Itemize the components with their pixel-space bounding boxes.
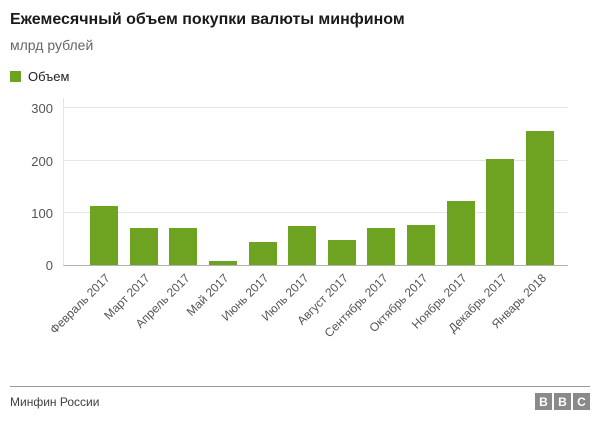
bar[interactable]: [288, 226, 317, 265]
legend-label: Объем: [28, 69, 70, 84]
x-axis-labels: Февраль 2017 Март 2017 Апрель 2017 Май 2017…: [47, 266, 568, 360]
legend-swatch-icon: [10, 71, 21, 82]
y-axis-tick-label: 0: [45, 258, 53, 273]
plot-area: [63, 98, 568, 266]
bar[interactable]: [208, 260, 237, 265]
bbc-logo: B B C: [533, 393, 590, 410]
bar[interactable]: [407, 225, 435, 265]
gridline: [64, 107, 568, 109]
bbc-logo-block-b2: B: [554, 393, 571, 410]
bar[interactable]: [90, 206, 118, 265]
bbc-logo-block-b1: B: [535, 393, 552, 410]
bar-chart: 0 100 200 300 Февраль 2017 Март 2017 Апрель 2…: [10, 98, 568, 360]
gridline: [64, 159, 568, 161]
bar[interactable]: [327, 239, 356, 265]
footer-divider: [10, 386, 590, 387]
legend: Объем: [10, 69, 590, 84]
y-axis: 0 100 200 300: [10, 98, 63, 273]
y-axis-tick-label: 300: [31, 101, 53, 117]
bbc-logo-block-c: C: [573, 393, 590, 410]
page-subtitle: млрд рублей: [10, 37, 94, 53]
bar[interactable]: [169, 228, 198, 265]
footer: Минфин России B B C: [10, 387, 590, 410]
bar[interactable]: [248, 241, 277, 265]
bar[interactable]: [525, 130, 554, 265]
y-axis-tick-label: 200: [31, 153, 53, 169]
source-label: Минфин России: [10, 394, 100, 409]
x-axis-label: Февраль 2017: [47, 271, 113, 337]
page-title: Ежемесячный объем покупки валюты минфино…: [10, 11, 405, 28]
bar[interactable]: [129, 228, 158, 265]
bars-container: [64, 98, 568, 265]
bar[interactable]: [446, 200, 475, 265]
bar[interactable]: [367, 227, 396, 265]
y-axis-tick-label: 100: [31, 205, 53, 221]
gridline: [64, 211, 568, 213]
bar[interactable]: [486, 158, 515, 265]
plot-row: 0 100 200 300: [10, 98, 568, 273]
